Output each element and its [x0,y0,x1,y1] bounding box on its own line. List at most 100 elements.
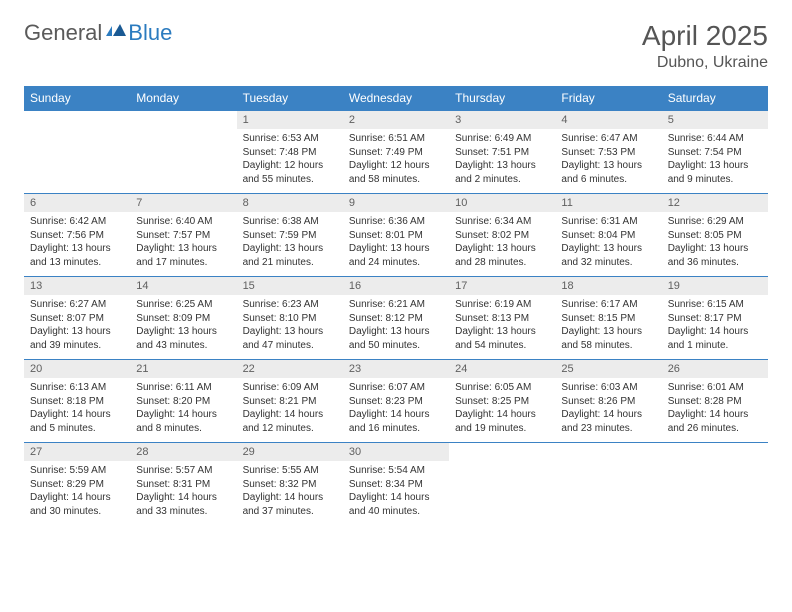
sunset-text: Sunset: 7:49 PM [349,146,443,160]
sunset-text: Sunset: 8:31 PM [136,478,230,492]
day-cell: 1Sunrise: 6:53 AMSunset: 7:48 PMDaylight… [237,111,343,194]
daylight-text-1: Daylight: 13 hours [243,325,337,339]
daylight-text-2: and 24 minutes. [349,256,443,270]
daylight-text-2: and 55 minutes. [243,173,337,187]
daylight-text-1: Daylight: 14 hours [30,491,124,505]
daylight-text-2: and 54 minutes. [455,339,549,353]
sunset-text: Sunset: 8:28 PM [668,395,762,409]
day-number: 26 [662,360,768,378]
day-number: 22 [237,360,343,378]
sunset-text: Sunset: 8:07 PM [30,312,124,326]
day-number: 5 [662,111,768,129]
day-cell: 12Sunrise: 6:29 AMSunset: 8:05 PMDayligh… [662,194,768,277]
sunrise-text: Sunrise: 6:44 AM [668,132,762,146]
sunset-text: Sunset: 8:17 PM [668,312,762,326]
sunrise-text: Sunrise: 6:21 AM [349,298,443,312]
sunset-text: Sunset: 8:18 PM [30,395,124,409]
sunset-text: Sunset: 8:02 PM [455,229,549,243]
day-cell: 17Sunrise: 6:19 AMSunset: 8:13 PMDayligh… [449,277,555,360]
day-cell: 21Sunrise: 6:11 AMSunset: 8:20 PMDayligh… [130,360,236,443]
daylight-text-1: Daylight: 14 hours [455,408,549,422]
daylight-text-2: and 19 minutes. [455,422,549,436]
week-row: 6Sunrise: 6:42 AMSunset: 7:56 PMDaylight… [24,194,768,277]
daylight-text-1: Daylight: 13 hours [136,325,230,339]
daylight-text-1: Daylight: 14 hours [668,408,762,422]
day-number: 2 [343,111,449,129]
day-number: 9 [343,194,449,212]
day-cell: 4Sunrise: 6:47 AMSunset: 7:53 PMDaylight… [555,111,661,194]
brand-part1: General [24,20,102,46]
day-details: Sunrise: 6:49 AMSunset: 7:51 PMDaylight:… [449,129,555,189]
day-details: Sunrise: 6:47 AMSunset: 7:53 PMDaylight:… [555,129,661,189]
day-cell: 8Sunrise: 6:38 AMSunset: 7:59 PMDaylight… [237,194,343,277]
sunrise-text: Sunrise: 6:13 AM [30,381,124,395]
sunrise-text: Sunrise: 6:01 AM [668,381,762,395]
daylight-text-2: and 1 minute. [668,339,762,353]
day-details: Sunrise: 6:11 AMSunset: 8:20 PMDaylight:… [130,378,236,438]
sunset-text: Sunset: 8:20 PM [136,395,230,409]
week-row: 20Sunrise: 6:13 AMSunset: 8:18 PMDayligh… [24,360,768,443]
day-cell: 24Sunrise: 6:05 AMSunset: 8:25 PMDayligh… [449,360,555,443]
weekday-header: Tuesday [237,86,343,111]
day-cell: 29Sunrise: 5:55 AMSunset: 8:32 PMDayligh… [237,443,343,526]
day-number: 3 [449,111,555,129]
daylight-text-1: Daylight: 13 hours [349,325,443,339]
day-details: Sunrise: 6:07 AMSunset: 8:23 PMDaylight:… [343,378,449,438]
daylight-text-1: Daylight: 13 hours [30,242,124,256]
day-details: Sunrise: 6:09 AMSunset: 8:21 PMDaylight:… [237,378,343,438]
daylight-text-2: and 6 minutes. [561,173,655,187]
weekday-header: Saturday [662,86,768,111]
day-details: Sunrise: 6:01 AMSunset: 8:28 PMDaylight:… [662,378,768,438]
daylight-text-2: and 58 minutes. [349,173,443,187]
daylight-text-1: Daylight: 14 hours [349,408,443,422]
day-number: 15 [237,277,343,295]
day-cell: 18Sunrise: 6:17 AMSunset: 8:15 PMDayligh… [555,277,661,360]
daylight-text-2: and 5 minutes. [30,422,124,436]
weekday-header: Friday [555,86,661,111]
sunrise-text: Sunrise: 6:49 AM [455,132,549,146]
day-cell: 5Sunrise: 6:44 AMSunset: 7:54 PMDaylight… [662,111,768,194]
sunrise-text: Sunrise: 6:51 AM [349,132,443,146]
day-details: Sunrise: 6:13 AMSunset: 8:18 PMDaylight:… [24,378,130,438]
daylight-text-1: Daylight: 13 hours [668,159,762,173]
daylight-text-1: Daylight: 14 hours [349,491,443,505]
day-details: Sunrise: 6:25 AMSunset: 8:09 PMDaylight:… [130,295,236,355]
sunrise-text: Sunrise: 5:55 AM [243,464,337,478]
day-cell: 3Sunrise: 6:49 AMSunset: 7:51 PMDaylight… [449,111,555,194]
day-cell: 13Sunrise: 6:27 AMSunset: 8:07 PMDayligh… [24,277,130,360]
day-cell: 22Sunrise: 6:09 AMSunset: 8:21 PMDayligh… [237,360,343,443]
daylight-text-2: and 43 minutes. [136,339,230,353]
day-number: 25 [555,360,661,378]
sunset-text: Sunset: 8:23 PM [349,395,443,409]
day-cell [662,443,768,526]
sunrise-text: Sunrise: 5:59 AM [30,464,124,478]
daylight-text-1: Daylight: 14 hours [243,408,337,422]
day-cell: 20Sunrise: 6:13 AMSunset: 8:18 PMDayligh… [24,360,130,443]
day-cell: 15Sunrise: 6:23 AMSunset: 8:10 PMDayligh… [237,277,343,360]
daylight-text-1: Daylight: 14 hours [561,408,655,422]
day-number: 16 [343,277,449,295]
weekday-header-row: Sunday Monday Tuesday Wednesday Thursday… [24,86,768,111]
daylight-text-2: and 36 minutes. [668,256,762,270]
daylight-text-1: Daylight: 13 hours [455,325,549,339]
sunset-text: Sunset: 8:09 PM [136,312,230,326]
sunset-text: Sunset: 8:01 PM [349,229,443,243]
daylight-text-1: Daylight: 13 hours [243,242,337,256]
logo-flag-icon [106,24,126,38]
day-cell: 9Sunrise: 6:36 AMSunset: 8:01 PMDaylight… [343,194,449,277]
sunrise-text: Sunrise: 6:07 AM [349,381,443,395]
day-details: Sunrise: 6:44 AMSunset: 7:54 PMDaylight:… [662,129,768,189]
day-number: 18 [555,277,661,295]
daylight-text-1: Daylight: 14 hours [136,491,230,505]
daylight-text-2: and 23 minutes. [561,422,655,436]
daylight-text-1: Daylight: 14 hours [136,408,230,422]
calendar-table: Sunday Monday Tuesday Wednesday Thursday… [24,86,768,526]
daylight-text-2: and 58 minutes. [561,339,655,353]
day-cell: 10Sunrise: 6:34 AMSunset: 8:02 PMDayligh… [449,194,555,277]
sunset-text: Sunset: 8:12 PM [349,312,443,326]
day-cell [24,111,130,194]
sunrise-text: Sunrise: 6:23 AM [243,298,337,312]
day-cell: 6Sunrise: 6:42 AMSunset: 7:56 PMDaylight… [24,194,130,277]
sunrise-text: Sunrise: 6:53 AM [243,132,337,146]
daylight-text-1: Daylight: 12 hours [243,159,337,173]
